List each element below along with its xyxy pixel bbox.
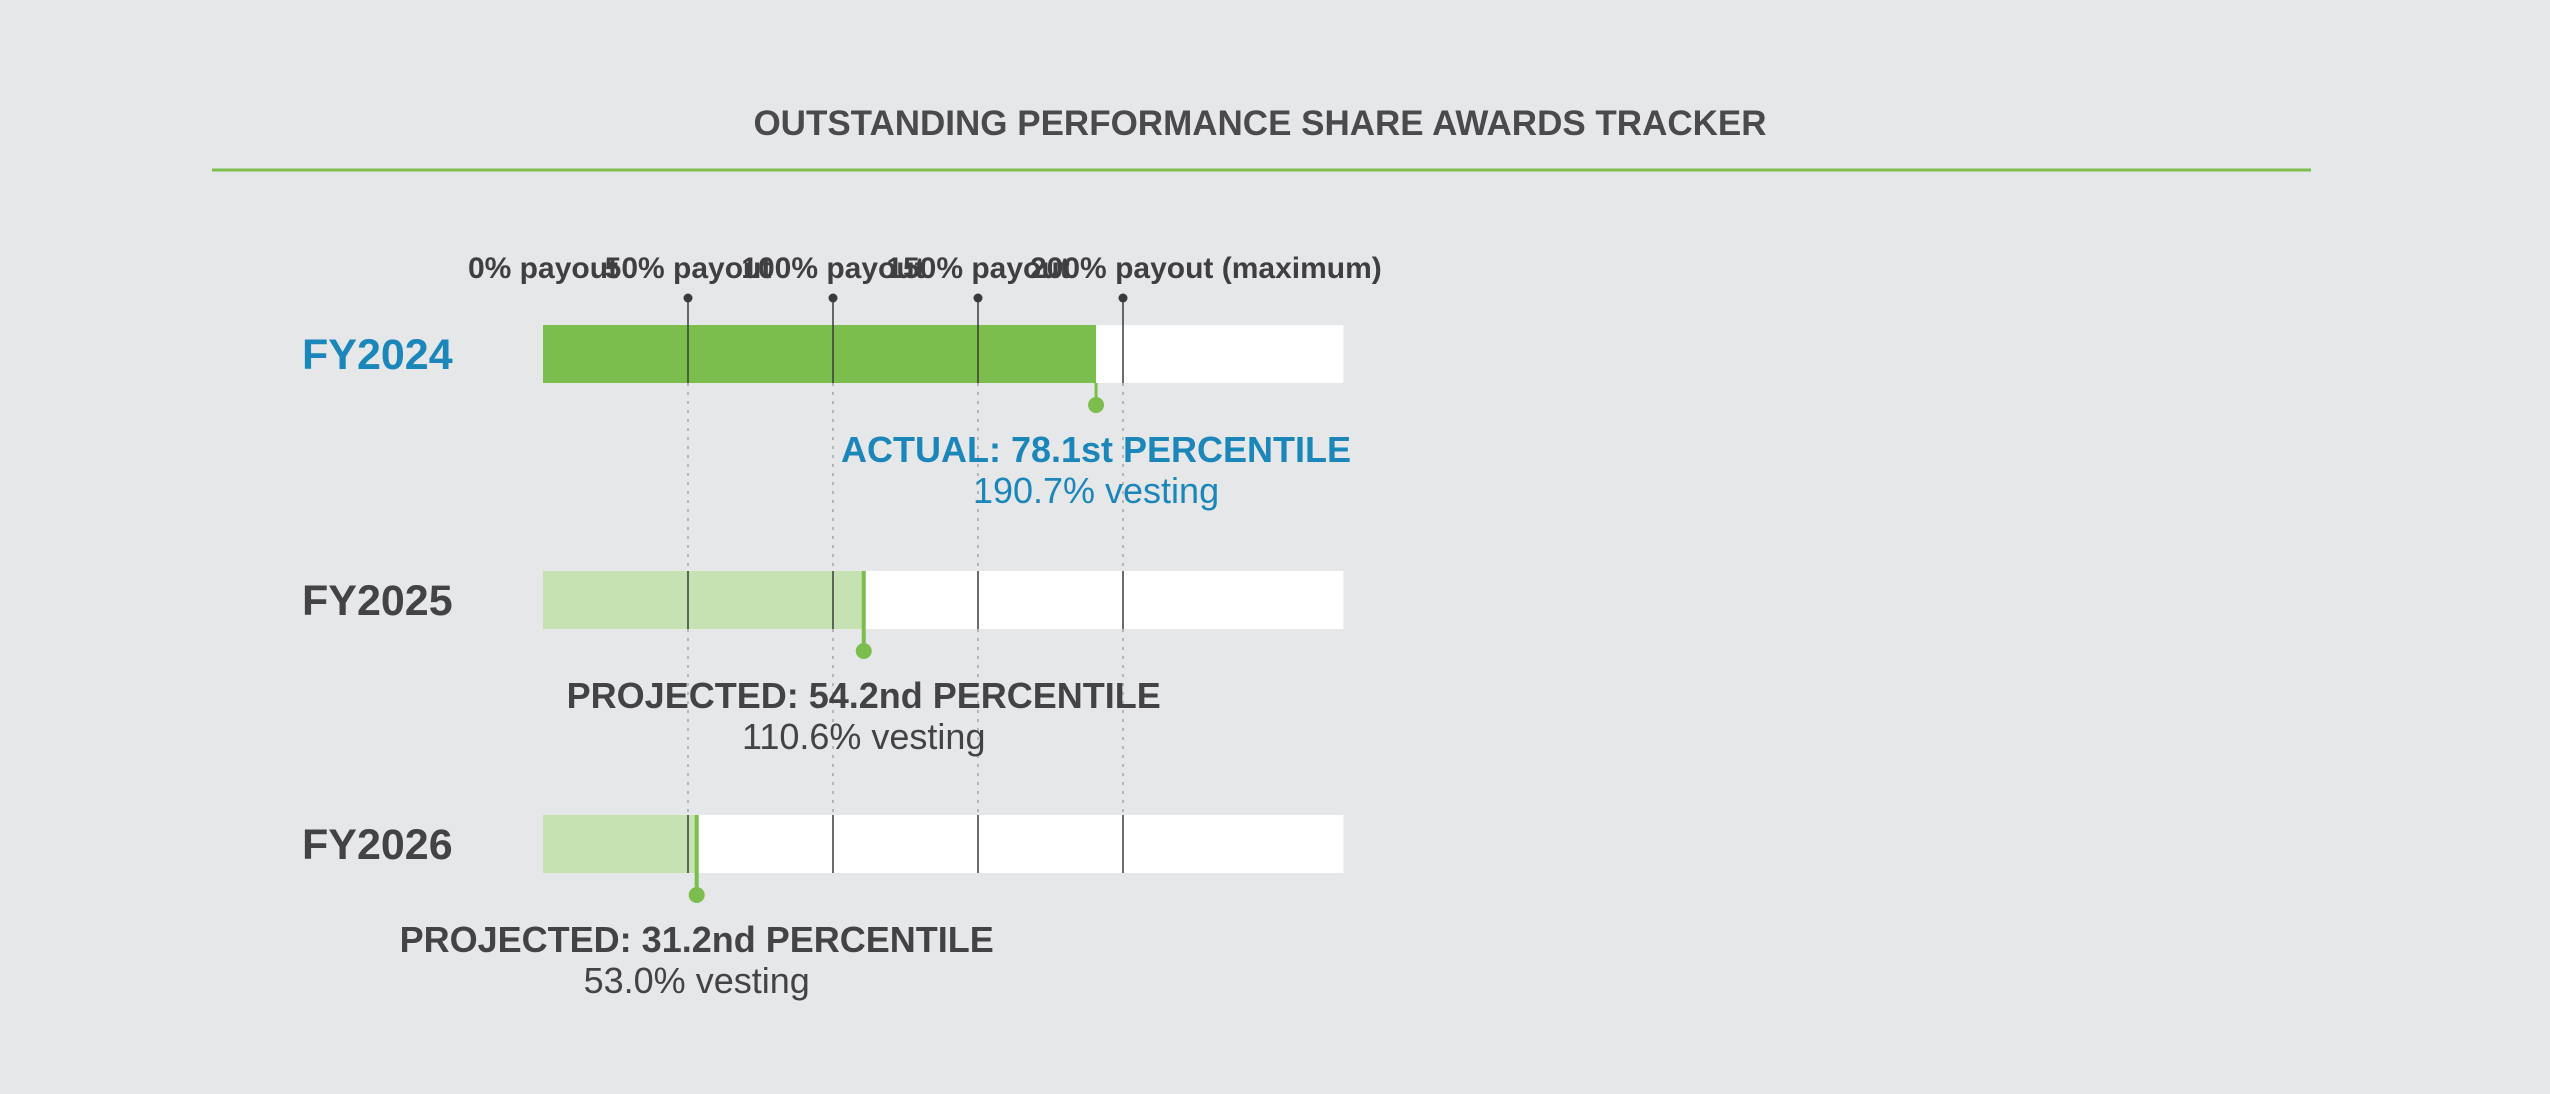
annotation-title-fy2024: ACTUAL: 78.1st PERCENTILE bbox=[841, 429, 1351, 470]
row-label-fy2025: FY2025 bbox=[302, 577, 453, 625]
row-labels: FY2024 FY2025 FY2026 bbox=[302, 331, 453, 869]
annotation-title-fy2026: PROJECTED: 31.2nd PERCENTILE bbox=[400, 919, 994, 960]
annotation-title-fy2025: PROJECTED: 54.2nd PERCENTILE bbox=[567, 675, 1161, 716]
tick-label-50: 50% payout bbox=[605, 252, 772, 285]
row-label-fy2026: FY2026 bbox=[302, 821, 453, 869]
value-markers bbox=[688, 383, 1105, 903]
row-label-fy2024: FY2024 bbox=[302, 331, 453, 379]
bar-fill-fy2025 bbox=[543, 571, 864, 629]
marker-dot-fy2026 bbox=[688, 887, 705, 903]
marker-dot-fy2025 bbox=[855, 643, 872, 659]
tick-label-0: 0% payout bbox=[468, 252, 618, 285]
tick-lines bbox=[683, 293, 1128, 873]
annotation-vesting-fy2025: 110.6% vesting bbox=[742, 716, 986, 757]
bar-fills bbox=[543, 325, 1097, 873]
annotation-vesting-fy2026: 53.0% vesting bbox=[584, 960, 810, 1001]
chart-title: OUTSTANDING PERFORMANCE SHARE AWARDS TRA… bbox=[753, 104, 1766, 143]
tick-label-150: 150% payout bbox=[886, 252, 1069, 285]
bar-fill-fy2024 bbox=[543, 325, 1097, 383]
bar-fill-fy2026 bbox=[543, 815, 697, 873]
annotation-vesting-fy2024: 190.7% vesting bbox=[973, 470, 1219, 511]
tick-label-100: 100% payout bbox=[741, 252, 924, 285]
dotted-guides bbox=[687, 383, 1124, 815]
tick-label-200: 200% payout (maximum) bbox=[1030, 252, 1382, 285]
marker-dot-fy2024 bbox=[1088, 397, 1105, 413]
